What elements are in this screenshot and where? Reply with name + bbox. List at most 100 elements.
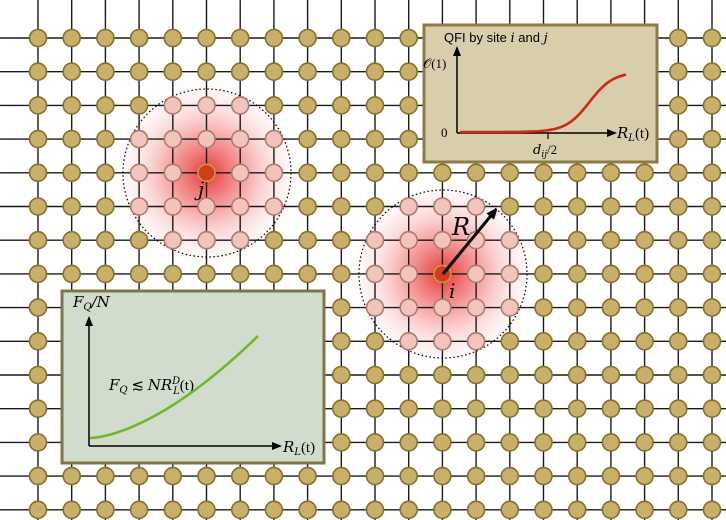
site-i-neighbor (399, 197, 419, 216)
lattice-site (635, 399, 654, 419)
lattice-site (28, 28, 48, 48)
lattice-site (668, 230, 688, 250)
lattice-site (163, 28, 183, 48)
site-i-label: i (449, 279, 455, 303)
site-i-neighbor (365, 298, 385, 317)
lattice-site (28, 466, 48, 486)
lattice-site (96, 129, 115, 149)
lattice-site (399, 399, 419, 419)
lattice-site (230, 466, 250, 486)
fq-xlabel-R: R (282, 438, 294, 456)
lattice-site (365, 129, 385, 149)
lattice-site (331, 298, 351, 317)
site-i-neighbor (399, 331, 419, 351)
qfi-xtick-label: dij/2 (533, 142, 557, 160)
lattice-site (365, 28, 385, 48)
lattice-site (28, 399, 48, 419)
lattice-site (668, 500, 688, 520)
lattice-site (331, 230, 351, 250)
lattice-site (702, 331, 722, 351)
lattice-site (96, 96, 115, 115)
radius-label: R (451, 213, 470, 241)
lattice-site (365, 62, 385, 81)
lattice-site (62, 96, 81, 115)
lattice-site (567, 264, 587, 284)
lattice-site (635, 365, 654, 385)
lattice-site (702, 433, 722, 452)
lattice-site (466, 399, 486, 419)
fq-xlabel-sub: L (293, 447, 301, 458)
lattice-site (331, 62, 351, 81)
lattice-site (129, 500, 149, 520)
lattice-site (668, 28, 688, 48)
fq-ylabel-sub: Q (83, 302, 91, 313)
lattice-site (466, 500, 486, 520)
lattice-site (28, 264, 48, 284)
lattice-site (96, 230, 115, 250)
lattice-site (601, 331, 621, 351)
lattice-site (466, 466, 486, 486)
lattice-site (433, 399, 452, 419)
lattice-site (298, 96, 317, 115)
site-i-neighbor (466, 264, 486, 284)
lattice-site (28, 331, 48, 351)
site-i-neighbor (466, 197, 486, 216)
light-cone-i (358, 189, 528, 359)
lattice-site (163, 264, 183, 284)
fq-formula-rel: ≲ (128, 378, 148, 394)
lattice-site (28, 298, 48, 317)
lattice-site (500, 163, 520, 183)
lattice-site (601, 399, 621, 419)
lattice-site (567, 197, 587, 216)
fq-formula: FQ ≲ NRD L(t) (108, 376, 194, 397)
lattice-site (534, 264, 553, 284)
lattice-site (399, 466, 419, 486)
lattice-site (365, 197, 385, 216)
lattice-site (298, 197, 317, 216)
lattice-site (567, 500, 587, 520)
lattice-site (331, 399, 351, 419)
site-j-neighbor (264, 163, 284, 183)
lattice-site (702, 163, 722, 183)
lattice-site (163, 500, 183, 520)
lattice-site (365, 331, 385, 351)
lattice-site (668, 365, 688, 385)
lattice-site (28, 365, 48, 385)
lattice-site (702, 96, 722, 115)
lattice-site (601, 163, 621, 183)
lattice-site (129, 264, 149, 284)
qfi-title-i: i (510, 31, 514, 46)
lattice-site (500, 500, 520, 520)
lattice-site (28, 433, 48, 452)
fq-formula-F: F (108, 376, 120, 394)
lattice-site (567, 365, 587, 385)
lattice-site (298, 264, 317, 284)
lattice-site (298, 129, 317, 149)
fq-formula-Fsub: Q (119, 385, 127, 396)
lattice-site (197, 466, 216, 486)
fq-inset: FQ/N FQ ≲ NRD L(t) RL(t) (60, 289, 326, 465)
lattice-site (601, 500, 621, 520)
site-i-neighbor (500, 230, 520, 250)
lattice-site (298, 230, 317, 250)
site-j-neighbor (230, 163, 250, 183)
lattice-site (163, 62, 183, 81)
fq-ylabel-F: F (72, 293, 84, 311)
site-i-neighbor (399, 264, 419, 284)
lattice-site (331, 365, 351, 385)
site-i-neighbor (433, 298, 452, 317)
lattice-site (399, 433, 419, 452)
lattice-site (433, 466, 452, 486)
lattice-site (197, 264, 216, 284)
qfi-xtick-suffix: /2 (547, 142, 557, 157)
lattice-site (500, 197, 520, 216)
lattice-site (264, 62, 284, 81)
lattice-site (635, 230, 654, 250)
lattice-site (567, 298, 587, 317)
site-i-neighbor (466, 298, 486, 317)
lattice-site (129, 62, 149, 81)
lattice-site (635, 264, 654, 284)
lattice-site (62, 28, 81, 48)
lattice-site (668, 264, 688, 284)
